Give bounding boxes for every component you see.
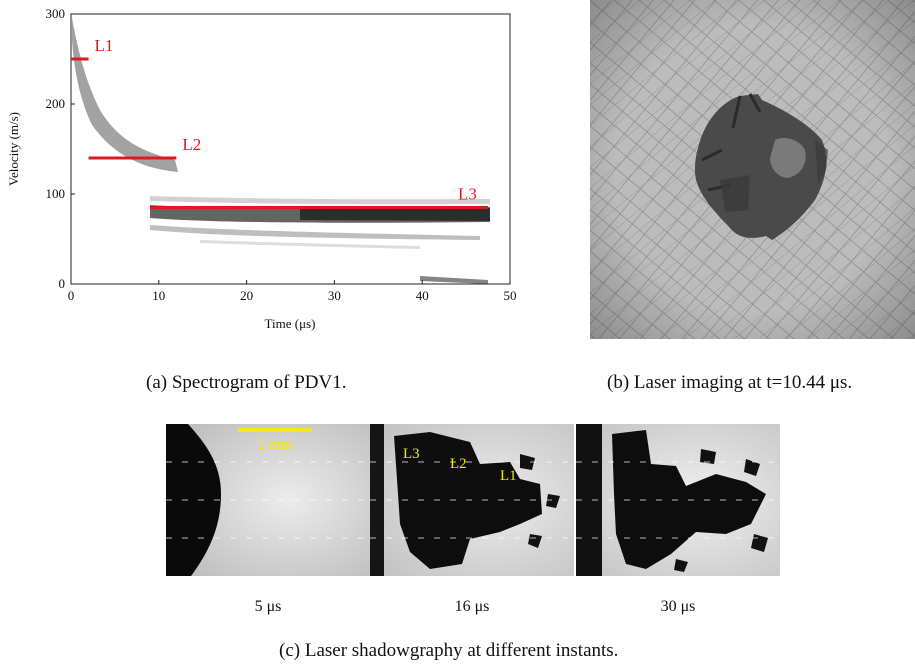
shadow-region	[166, 424, 221, 576]
caption-c: (c) Laser shadowgraphy at different inst…	[279, 640, 619, 661]
level-label-L1: L1	[95, 36, 114, 55]
x-tick-label: 20	[240, 288, 253, 303]
shadowgraph-frame-3	[576, 424, 780, 576]
x-tick-label: 10	[152, 288, 165, 303]
x-tick-label: 30	[328, 288, 341, 303]
caption-a: (a) Spectrogram of PDV1.	[146, 372, 347, 393]
frame-time-3: 30 μs	[660, 598, 696, 615]
shadowgraph-frame-1: 2 mm	[166, 424, 370, 576]
caption-b: (b) Laser imaging at t=10.44 μs.	[607, 372, 853, 393]
x-tick-label: 0	[68, 288, 75, 303]
y-tick-label: 100	[46, 186, 66, 201]
frame-time-2: 16 μs	[454, 598, 490, 615]
level-label-L3: L3	[458, 185, 477, 204]
laser-imaging-photo	[590, 0, 915, 339]
shadowgraph-frame-2: L3 L2 L1	[370, 424, 574, 576]
label-L1: L1	[500, 468, 517, 484]
label-L2: L2	[450, 456, 467, 472]
level-label-L2: L2	[182, 135, 201, 154]
frame-time-1: 5 μs	[254, 598, 282, 615]
x-tick-label: 40	[416, 288, 429, 303]
plot-frame	[70, 13, 511, 285]
label-L3: L3	[403, 446, 420, 462]
y-tick-label: 0	[59, 276, 66, 291]
scale-bar-label: 2 mm	[258, 437, 293, 453]
y-tick-label: 300	[46, 6, 66, 21]
x-axis-label: Time (μs)	[265, 316, 316, 331]
y-axis-label: Velocity (m/s)	[6, 112, 21, 186]
y-tick-label: 200	[46, 96, 66, 111]
x-tick-label: 50	[504, 288, 517, 303]
spectrogram-signal	[72, 18, 490, 284]
spectrogram-chart: 0 10 20 30 40 50 0 100 200 300 L1 L2 L3 Time (μs) V…	[6, 6, 517, 331]
